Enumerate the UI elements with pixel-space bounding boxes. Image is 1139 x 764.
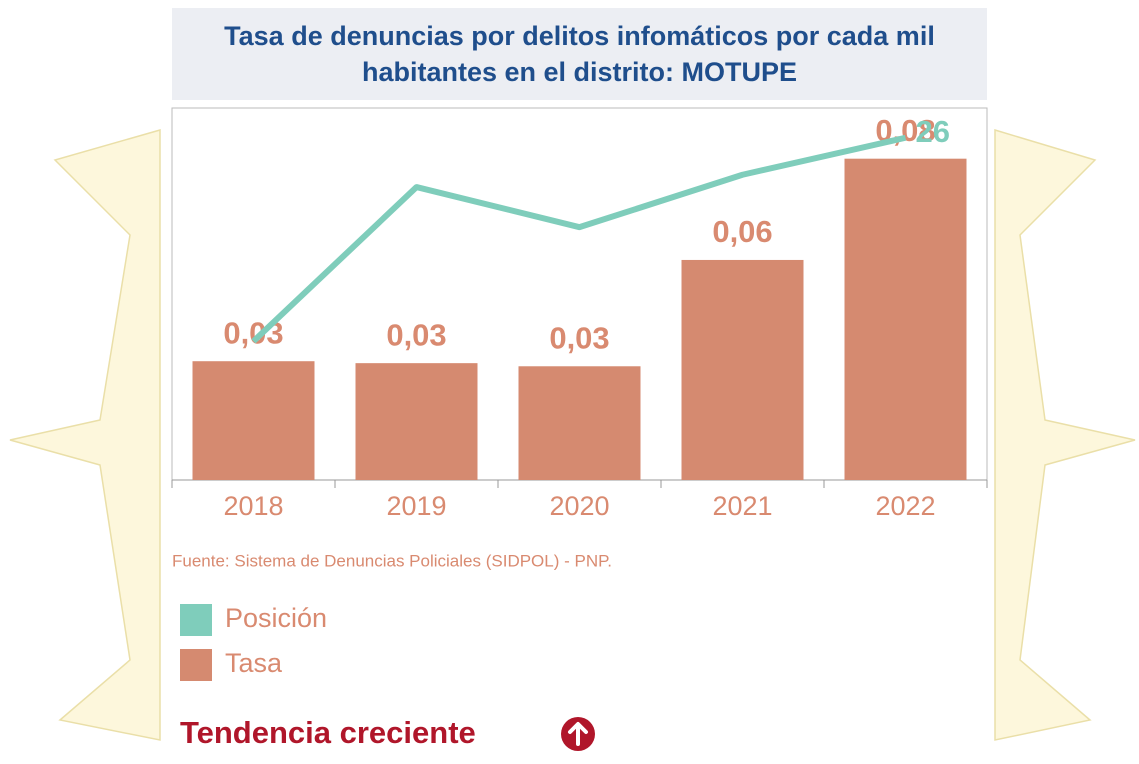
legend-label: Posición bbox=[225, 603, 327, 633]
data-label: 0,06 bbox=[712, 214, 772, 249]
bar bbox=[193, 361, 315, 480]
x-tick-label: 2021 bbox=[712, 491, 772, 521]
annotation: Tendencia creciente bbox=[180, 715, 476, 750]
annotation-icon bbox=[561, 717, 595, 751]
x-tick-label: 2022 bbox=[875, 491, 935, 521]
chart: Fuente: Sistema de Denuncias Policiales … bbox=[0, 0, 1139, 764]
bar bbox=[519, 366, 641, 480]
legend-label: Tasa bbox=[225, 648, 283, 678]
source: Fuente: Sistema de Denuncias Policiales … bbox=[172, 551, 612, 570]
x-tick-label: 2018 bbox=[223, 491, 283, 521]
bar bbox=[845, 159, 967, 480]
legend-swatch bbox=[180, 604, 212, 636]
data-label: 0,03 bbox=[386, 317, 446, 352]
x-tick-label: 2019 bbox=[386, 491, 446, 521]
page: Fuente: Sistema de Denuncias Policiales … bbox=[0, 0, 1139, 764]
x-tick-label: 2020 bbox=[549, 491, 609, 521]
data-label: 26 bbox=[916, 114, 950, 149]
bar bbox=[682, 260, 804, 480]
data-label: 0,03 bbox=[549, 320, 609, 355]
legend-swatch bbox=[180, 649, 212, 681]
bar bbox=[356, 363, 478, 480]
chart-title: Tasa de denuncias por delitos infomático… bbox=[172, 8, 987, 100]
